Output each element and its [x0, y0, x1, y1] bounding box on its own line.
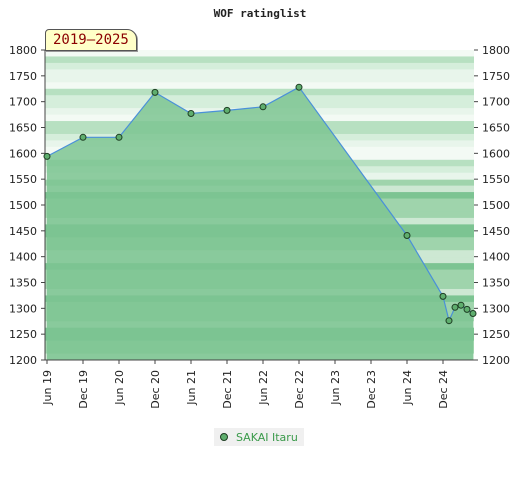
data-point[interactable]: [43, 152, 51, 160]
x-tick-label: Jun 21: [185, 370, 198, 406]
y-tick-label-left: 1300: [9, 302, 37, 315]
band-stripe: [45, 50, 474, 57]
data-point[interactable]: [439, 292, 447, 300]
y-tick-label-right: 1650: [482, 122, 510, 135]
y-tick-label-left: 1600: [9, 147, 37, 160]
data-point[interactable]: [187, 110, 195, 117]
y-tick-label-left: 1350: [9, 277, 37, 290]
y-tick-label-right: 1700: [482, 96, 510, 109]
legend-series-name: SAKAI Itaru: [236, 430, 298, 444]
x-axis: Jun 19 Dec 19 Jun 20 Dec 20 Jun 21 Dec 21 Jun …: [41, 360, 450, 409]
y-tick-label-right: 1800: [482, 44, 510, 57]
x-tick-label: Dec 20: [149, 370, 162, 409]
data-point[interactable]: [259, 103, 267, 111]
data-point[interactable]: [151, 88, 159, 96]
data-point[interactable]: [445, 317, 453, 325]
y-tick-label-right: 1600: [482, 147, 510, 160]
data-point[interactable]: [469, 310, 477, 317]
x-tick-label: Jun 19: [41, 370, 54, 406]
band-stripe: [45, 95, 474, 103]
y-tick-label-left: 1400: [9, 251, 37, 264]
y-tick-label-right: 1250: [482, 328, 510, 341]
data-point[interactable]: [295, 83, 303, 91]
data-point[interactable]: [463, 305, 471, 313]
y-tick-label-right: 1500: [482, 199, 510, 212]
x-tick-label: Jun 22: [257, 370, 270, 406]
data-point[interactable]: [115, 133, 123, 141]
band-stripe: [45, 75, 474, 83]
band-stripe: [45, 62, 474, 70]
legend-marker-icon: [220, 433, 228, 441]
y-tick-label-left: 1450: [9, 225, 37, 238]
period-badge: 2019–2025: [45, 29, 137, 51]
y-tick-label-left: 1550: [9, 173, 37, 186]
y-tick-label-left: 1750: [9, 70, 37, 83]
data-point[interactable]: [403, 232, 411, 239]
data-point[interactable]: [223, 106, 231, 114]
x-tick-label: Dec 22: [293, 370, 306, 409]
x-tick-label: Jun 23: [329, 370, 342, 406]
y-axis-right: 1200 1250 1300 1350 1400 1450 1500 1550 1600 1650…: [474, 44, 510, 367]
y-tick-label-left: 1700: [9, 96, 37, 109]
data-point[interactable]: [451, 303, 459, 311]
y-tick-label-right: 1450: [482, 225, 510, 238]
data-point[interactable]: [457, 301, 465, 309]
data-points: [43, 83, 477, 325]
legend[interactable]: SAKAI Itaru: [214, 428, 304, 446]
band-stripe: [45, 101, 474, 109]
x-tick-label: Jun 24: [401, 370, 414, 406]
y-tick-label-left: 1250: [9, 328, 37, 341]
chart-title: WOF ratinglist: [214, 7, 307, 20]
x-tick-label: Dec 24: [437, 370, 450, 409]
y-tick-label-left: 1500: [9, 199, 37, 212]
y-tick-label-right: 1550: [482, 173, 510, 186]
y-tick-label-right: 1400: [482, 251, 510, 264]
x-tick-label: Dec 23: [365, 370, 378, 409]
y-tick-label-left: 1200: [9, 354, 37, 367]
y-axis-left: 1200 1250 1300 1350 1400 1450 1500 1550 1600 1650…: [9, 44, 45, 367]
x-tick-label: Jun 20: [113, 370, 126, 406]
period-label: 2019–2025: [53, 32, 129, 48]
y-tick-label-left: 1800: [9, 44, 37, 57]
x-tick-label: Dec 19: [77, 370, 90, 409]
x-tick-label: Dec 21: [221, 370, 234, 409]
y-tick-label-right: 1200: [482, 354, 510, 367]
y-tick-label-right: 1350: [482, 277, 510, 290]
band-stripe: [45, 82, 474, 90]
band-stripe: [45, 69, 474, 77]
band-stripe: [45, 56, 474, 64]
series-area: [47, 87, 473, 360]
data-point[interactable]: [79, 133, 87, 141]
y-tick-label-left: 1650: [9, 122, 37, 135]
y-tick-label-right: 1750: [482, 70, 510, 83]
band-stripe: [45, 88, 474, 96]
y-tick-label-right: 1300: [482, 302, 510, 315]
